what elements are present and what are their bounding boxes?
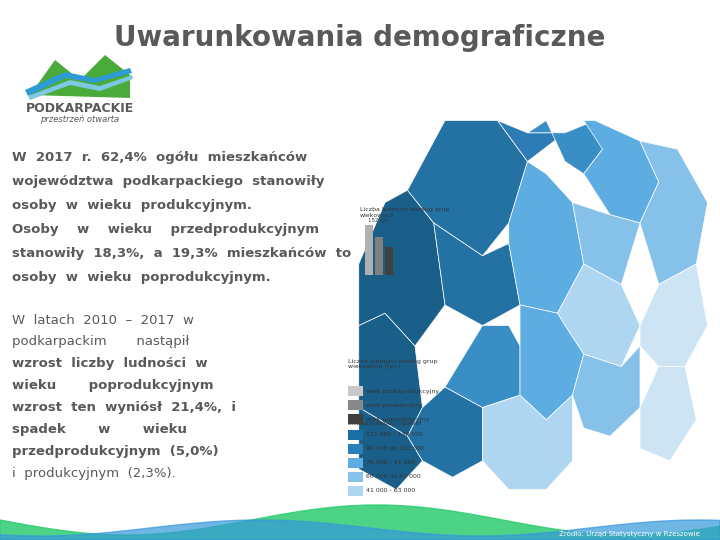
Polygon shape: [509, 161, 584, 313]
Text: wieku       poprodukcyjnym: wieku poprodukcyjnym: [12, 380, 214, 393]
Text: wiek produkcyjny: wiek produkcyjny: [366, 402, 421, 408]
Text: Liczba ludności ogółem: Liczba ludności ogółem: [348, 420, 422, 426]
Text: Osoby    w    wieku    przedprodukcyjnym: Osoby w wieku przedprodukcyjnym: [12, 224, 319, 237]
Text: podkarpackim       nastąpił: podkarpackim nastąpił: [12, 335, 189, 348]
Text: Liczba ludności według grup
wiekowych: Liczba ludności według grup wiekowych: [360, 207, 449, 218]
Bar: [348, 472, 363, 482]
Text: przedprodukcyjnym  (5,0%): przedprodukcyjnym (5,0%): [12, 446, 219, 458]
Text: Źródło: Urząd Statystyczny w Rzeszowie: Źródło: Urząd Statystyczny w Rzeszowie: [559, 529, 700, 537]
Text: 152 tys: 152 tys: [368, 218, 389, 223]
Text: wiek poprodukcyjny: wiek poprodukcyjny: [366, 416, 429, 422]
Text: 70 000 - 91 000: 70 000 - 91 000: [366, 461, 415, 465]
Bar: [348, 444, 363, 454]
Text: stanowiły  18,3%,  a  19,3%  mieszkańców  to: stanowiły 18,3%, a 19,3% mieszkańców to: [12, 247, 351, 260]
Polygon shape: [520, 305, 584, 420]
Text: Uwarunkowania demograficzne: Uwarunkowania demograficzne: [114, 24, 606, 52]
Polygon shape: [359, 190, 445, 346]
Polygon shape: [572, 346, 640, 436]
Polygon shape: [528, 120, 603, 174]
Polygon shape: [482, 395, 572, 489]
Polygon shape: [408, 387, 482, 477]
Text: 121 000 - 130 000: 121 000 - 130 000: [366, 433, 423, 437]
Bar: [365, 225, 373, 275]
Text: wzrost  liczby  ludności  w: wzrost liczby ludności w: [12, 357, 207, 370]
Text: 60 000 do 67 000: 60 000 do 67 000: [366, 475, 420, 480]
Polygon shape: [433, 223, 520, 326]
Polygon shape: [584, 120, 659, 223]
Text: wzrost  ten  wyniósł  21,4%,  i: wzrost ten wyniósł 21,4%, i: [12, 402, 236, 415]
Text: i  produkcyjnym  (2,3%).: i produkcyjnym (2,3%).: [12, 468, 176, 481]
Polygon shape: [25, 68, 132, 96]
Polygon shape: [572, 202, 640, 285]
Bar: [375, 237, 383, 275]
Text: W  latach  2010  –  2017  w: W latach 2010 – 2017 w: [12, 314, 194, 327]
Bar: [385, 247, 393, 275]
Bar: [348, 430, 363, 440]
Bar: [348, 486, 363, 496]
Polygon shape: [359, 408, 423, 489]
Text: spadek       w       wieku: spadek w wieku: [12, 423, 187, 436]
Text: przestrzeń otwarta: przestrzeń otwarta: [40, 116, 120, 125]
Polygon shape: [640, 367, 696, 461]
Polygon shape: [498, 120, 565, 161]
Text: osoby  w  wieku  produkcyjnym.: osoby w wieku produkcyjnym.: [12, 199, 252, 213]
Text: osoby  w  wieku  poprodukcyjnym.: osoby w wieku poprodukcyjnym.: [12, 272, 271, 285]
Text: Liczba ludności według grup
wiekowych (tys.): Liczba ludności według grup wiekowych (t…: [348, 358, 438, 369]
Text: W  2017  r.  62,4%  ogółu  mieszkańców: W 2017 r. 62,4% ogółu mieszkańców: [12, 152, 307, 165]
Text: wiek przedprodukcyjny: wiek przedprodukcyjny: [366, 388, 439, 394]
Text: 90 000 do 121 000: 90 000 do 121 000: [366, 447, 425, 451]
Bar: [348, 400, 363, 410]
Polygon shape: [408, 120, 528, 256]
Bar: [348, 386, 363, 396]
Text: 41 000 - 63 000: 41 000 - 63 000: [366, 489, 415, 494]
Bar: [348, 414, 363, 424]
Text: województwa  podkarpackiego  stanowiły: województwa podkarpackiego stanowiły: [12, 176, 325, 188]
Text: PODKARPACKIE: PODKARPACKIE: [26, 102, 134, 114]
Polygon shape: [640, 141, 708, 285]
Polygon shape: [557, 264, 640, 367]
Polygon shape: [359, 313, 423, 436]
Polygon shape: [28, 75, 133, 100]
Polygon shape: [445, 326, 520, 408]
Bar: [348, 458, 363, 468]
Polygon shape: [30, 55, 130, 98]
Polygon shape: [640, 264, 708, 367]
